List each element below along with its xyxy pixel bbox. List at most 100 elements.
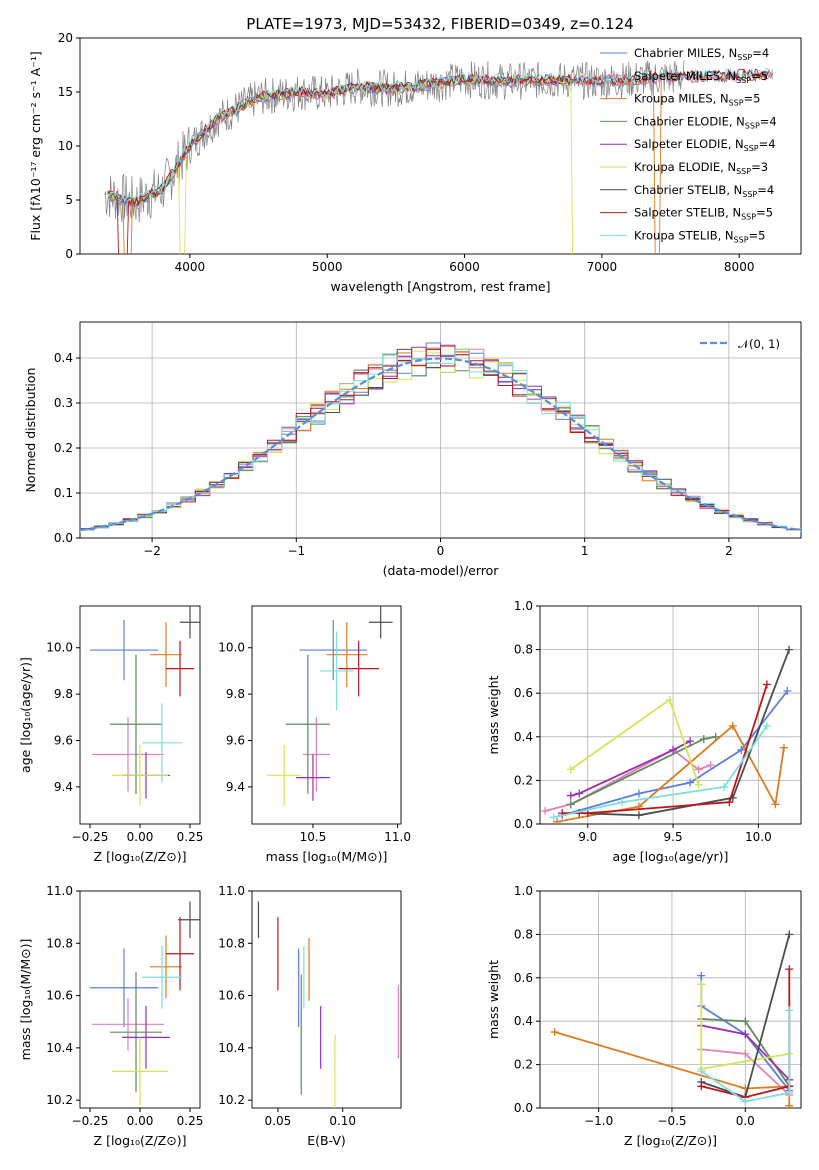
weight-vs-age-lines [541, 645, 794, 824]
weight-marker [737, 745, 746, 754]
spectrum-ylabel: Flux [fλ10⁻¹⁷ erg cm⁻² s⁻¹ A⁻¹] [28, 51, 43, 240]
age-vs-Z-xlabel: Z [log₁₀(Z/Z⊙)] [94, 849, 187, 864]
x-tick-label: 0.0 [736, 1114, 755, 1128]
y-tick-label: 0.2 [514, 773, 533, 787]
legend-label: Salpeter MILES, NSSP=5 [634, 69, 768, 85]
y-tick-label: 0.4 [54, 351, 73, 365]
mass-vs-EBV-frame [251, 890, 402, 1109]
y-tick-label: 10.0 [46, 641, 73, 655]
weight-marker [694, 765, 703, 774]
weight-marker [566, 800, 575, 809]
weight-marker [785, 1101, 794, 1108]
y-tick-label: 10.0 [218, 641, 245, 655]
weight-marker [566, 765, 575, 774]
legend-label: Chabrier STELIB, NSSP=4 [634, 183, 774, 199]
weight-line [570, 740, 691, 797]
age-vs-Z-axes [76, 605, 201, 828]
weight-marker [725, 798, 734, 807]
x-tick-label: 7000 [587, 260, 618, 274]
x-tick-label: 5000 [312, 260, 343, 274]
weight-marker [697, 980, 706, 989]
x-tick-label: 4000 [175, 260, 206, 274]
y-tick-label: 0.1 [54, 486, 73, 500]
weight-marker [771, 800, 780, 809]
legend-label: Chabrier ELODIE, NSSP=4 [634, 114, 777, 130]
weight-marker [686, 778, 695, 787]
weight-vs-age-frame [539, 605, 802, 825]
spectrum-axes [76, 37, 802, 258]
y-tick-label: 5 [65, 193, 73, 207]
y-tick-label: 10.8 [46, 936, 73, 950]
histogram-group [80, 342, 801, 533]
x-tick-label: −0.5 [657, 1114, 686, 1128]
weight-marker [762, 680, 771, 689]
normal-curve [80, 357, 801, 532]
weight-marker [697, 971, 706, 980]
weight-vs-Z-axes [536, 890, 802, 1112]
mass-vs-EBV-xlabel: E(B-V) [307, 1133, 346, 1148]
weight-marker [669, 745, 678, 754]
y-tick-label: 0.6 [514, 971, 533, 985]
weight-marker [694, 780, 703, 789]
x-tick-label: 8000 [724, 260, 755, 274]
x-tick-label: 11.0 [384, 830, 411, 844]
y-tick-label: 10.6 [46, 989, 73, 1003]
y-tick-label: 0.0 [514, 817, 533, 831]
x-tick-label: −0.25 [72, 830, 109, 844]
weight-marker [699, 734, 708, 743]
y-tick-label: 1.0 [514, 599, 533, 613]
age-vs-Z-points [90, 606, 200, 806]
y-tick-label: 0.2 [514, 1058, 533, 1072]
residuals-axes [76, 321, 802, 542]
x-tick-label: 9.0 [578, 830, 597, 844]
weight-vs-age-xlabel: age [log₁₀(age/yr)] [613, 849, 729, 864]
y-tick-label: 9.4 [226, 780, 245, 794]
y-tick-label: 15 [58, 85, 73, 99]
age-vs-Z-ylabel: age [log₁₀(age/yr)] [18, 657, 33, 773]
legend-label: Kroupa MILES, NSSP=5 [634, 92, 760, 108]
weight-vs-Z-ylabel: mass weight [486, 960, 501, 1039]
age-vs-mass-axes [248, 605, 402, 828]
weight-marker [634, 811, 643, 820]
weight-marker [728, 721, 737, 730]
residuals-ylabel: Normed distribution [23, 368, 38, 493]
weight-marker [634, 789, 643, 798]
y-tick-label: 9.6 [54, 734, 73, 748]
x-tick-label: 0.25 [177, 830, 204, 844]
weight-marker [779, 743, 788, 752]
y-tick-label: 1.0 [514, 884, 533, 898]
weight-vs-Z-frame [539, 890, 802, 1109]
mass-vs-EBV-axes [248, 890, 402, 1112]
y-tick-label: 10.4 [46, 1041, 73, 1055]
weight-marker [785, 1006, 794, 1015]
spectrum-model-line [107, 67, 774, 204]
x-tick-label: 0.00 [127, 1114, 154, 1128]
x-tick-label: 6000 [449, 260, 480, 274]
weight-marker [785, 965, 794, 974]
y-tick-label: 9.6 [226, 734, 245, 748]
legend-label: Salpeter STELIB, NSSP=5 [634, 206, 773, 222]
x-tick-label: 2 [725, 544, 733, 558]
spectrum-traces [104, 60, 774, 254]
x-tick-label: −0.25 [72, 1114, 109, 1128]
weight-marker [741, 1030, 750, 1039]
legend-label: Salpeter ELODIE, NSSP=4 [634, 137, 776, 153]
mass-vs-EBV-points [257, 901, 400, 1108]
mass-vs-Z-ylabel: mass [log₁₀(M/M⊙)] [18, 939, 33, 1061]
x-tick-label: 0.10 [329, 1114, 356, 1128]
y-tick-label: 0.0 [514, 1101, 533, 1115]
y-tick-label: 9.4 [54, 780, 73, 794]
y-tick-label: 9.8 [226, 687, 245, 701]
x-tick-label: 9.5 [664, 830, 683, 844]
weight-line [579, 649, 790, 817]
age-vs-mass-points [267, 606, 393, 806]
y-tick-label: 0.6 [514, 686, 533, 700]
weight-marker [549, 813, 558, 822]
y-tick-label: 10.4 [218, 1041, 245, 1055]
weight-marker [575, 789, 584, 798]
x-tick-label: 0.05 [265, 1114, 292, 1128]
weight-line [700, 1010, 791, 1103]
weight-vs-Z-xlabel: Z [log₁₀(Z/Z⊙)] [624, 1133, 717, 1148]
weight-marker [706, 761, 715, 770]
x-tick-label: −1.0 [584, 1114, 613, 1128]
